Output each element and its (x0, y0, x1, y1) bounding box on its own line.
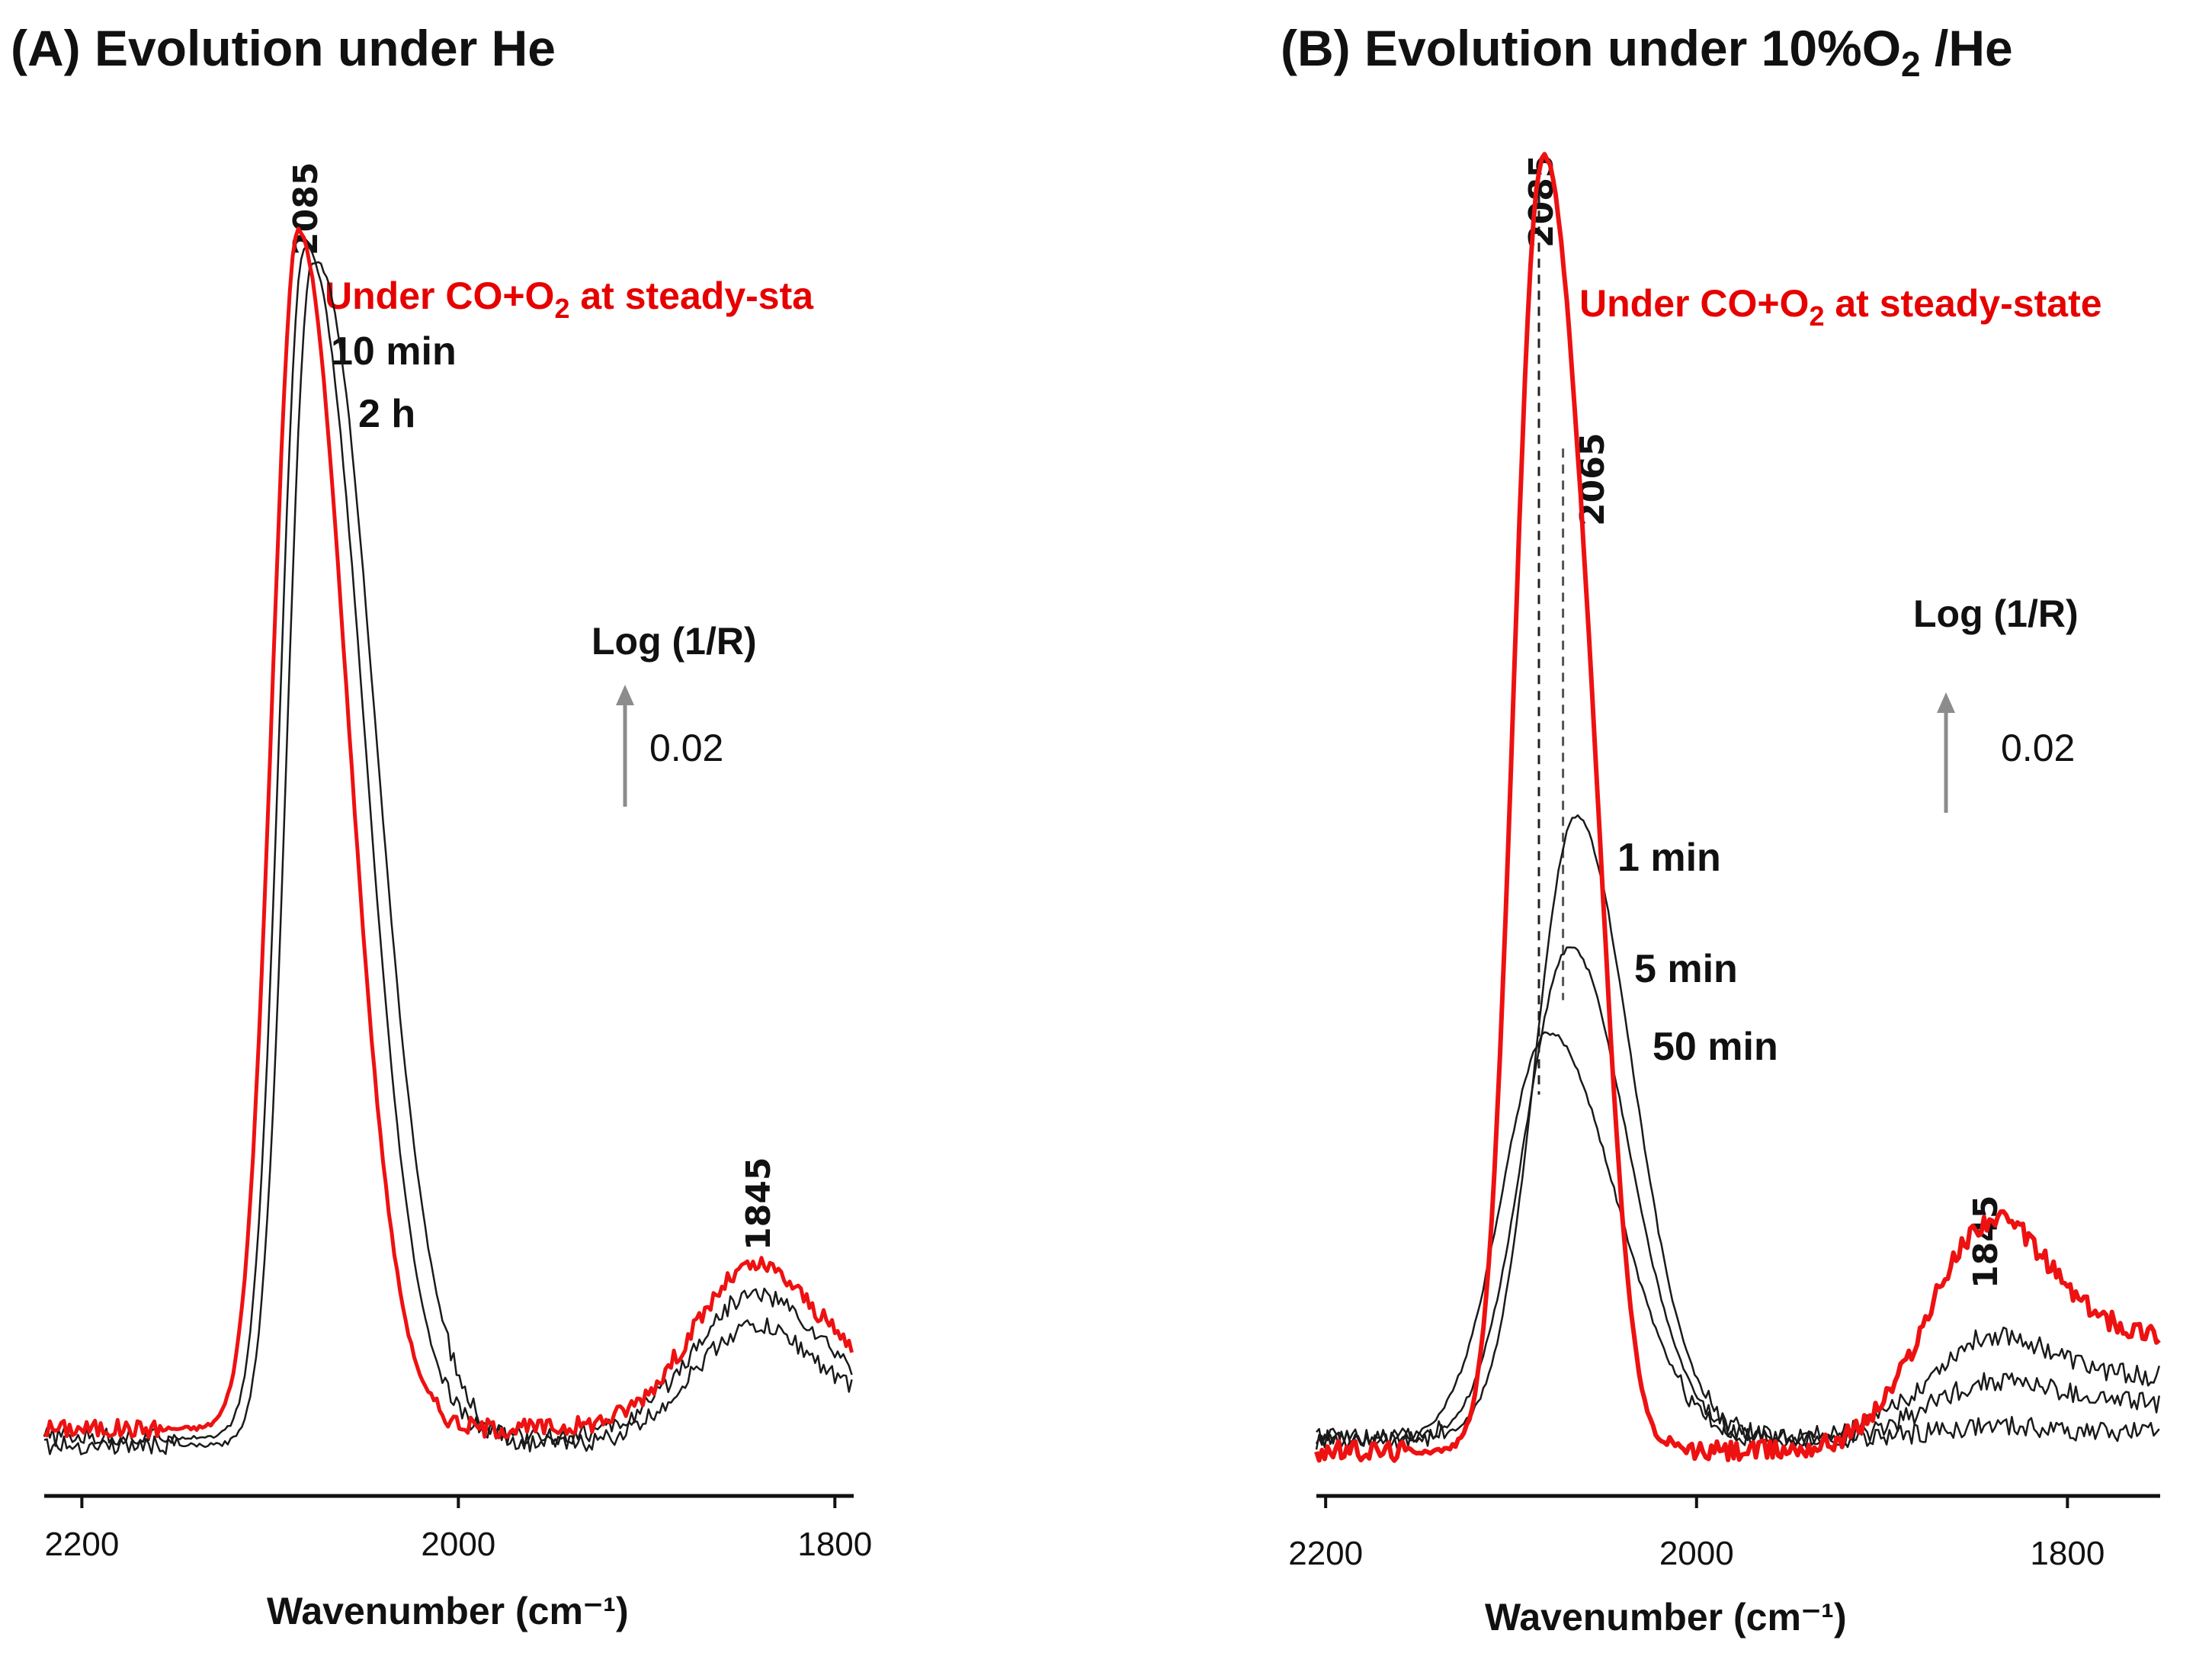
panel-b-title: (B) Evolution under 10%O2 /He (1281, 20, 2013, 84)
series-line-50-min (1315, 1031, 2160, 1451)
panel-a: (A) Evolution under He 2085 1845 Under C… (11, 20, 872, 1632)
x-axis-label-a: Wavenumber (cm⁻¹) (267, 1590, 629, 1632)
curves-b (1314, 152, 2161, 1463)
series-label-2h: 2 h (358, 392, 415, 436)
series-line-10-min (43, 245, 853, 1447)
series-line-under-co-o-at-steady-sta (43, 226, 854, 1440)
y-axis-label-b: Log (1/R) (1913, 592, 2079, 635)
x-tick-label: 1800 (797, 1526, 872, 1563)
panel-b: (B) Evolution under 10%O2 /He 2085 2065 … (1281, 20, 2161, 1639)
series-label-10min: 10 min (331, 329, 457, 374)
series-label-5min: 5 min (1634, 947, 1738, 991)
x-ticks-a: 2200 2000 1800 (44, 1496, 872, 1563)
series-line-1-min (1316, 814, 2161, 1448)
x-tick-label: 2200 (1288, 1535, 1363, 1572)
panel-a-title: (A) Evolution under He (11, 20, 556, 76)
series-line-under-co-o-at-steady-state (1314, 152, 2161, 1463)
curves-a (43, 226, 854, 1456)
x-tick-label: 2200 (44, 1526, 119, 1563)
series-label-steady-state-a: Under CO+O2 at steady-sta (325, 274, 814, 324)
y-axis-label-a: Log (1/R) (591, 620, 757, 663)
scale-value-b: 0.02 (2001, 727, 2075, 769)
x-axis-label-b: Wavenumber (cm⁻¹) (1485, 1596, 1847, 1639)
x-ticks-b: 2200 2000 1800 (1288, 1496, 2105, 1572)
series-label-1min: 1 min (1617, 836, 1721, 880)
series-label-50min: 50 min (1653, 1025, 1778, 1069)
series-line-5-min (1315, 946, 2161, 1450)
peak-label-1845-b: 1845 (1967, 1196, 2005, 1289)
x-tick-label: 1800 (2030, 1535, 2105, 1572)
peak-label-1845: 1845 (739, 1157, 778, 1250)
x-tick-label: 2000 (421, 1526, 495, 1563)
series-label-steady-state-b: Under CO+O2 at steady-state (1579, 282, 2102, 332)
scale-value-a: 0.02 (649, 727, 723, 769)
scale-arrow-head-b (1937, 692, 1955, 713)
series-line-2-h (43, 261, 853, 1456)
x-tick-label: 2000 (1659, 1535, 1734, 1572)
scale-arrow-head-a (616, 685, 634, 705)
